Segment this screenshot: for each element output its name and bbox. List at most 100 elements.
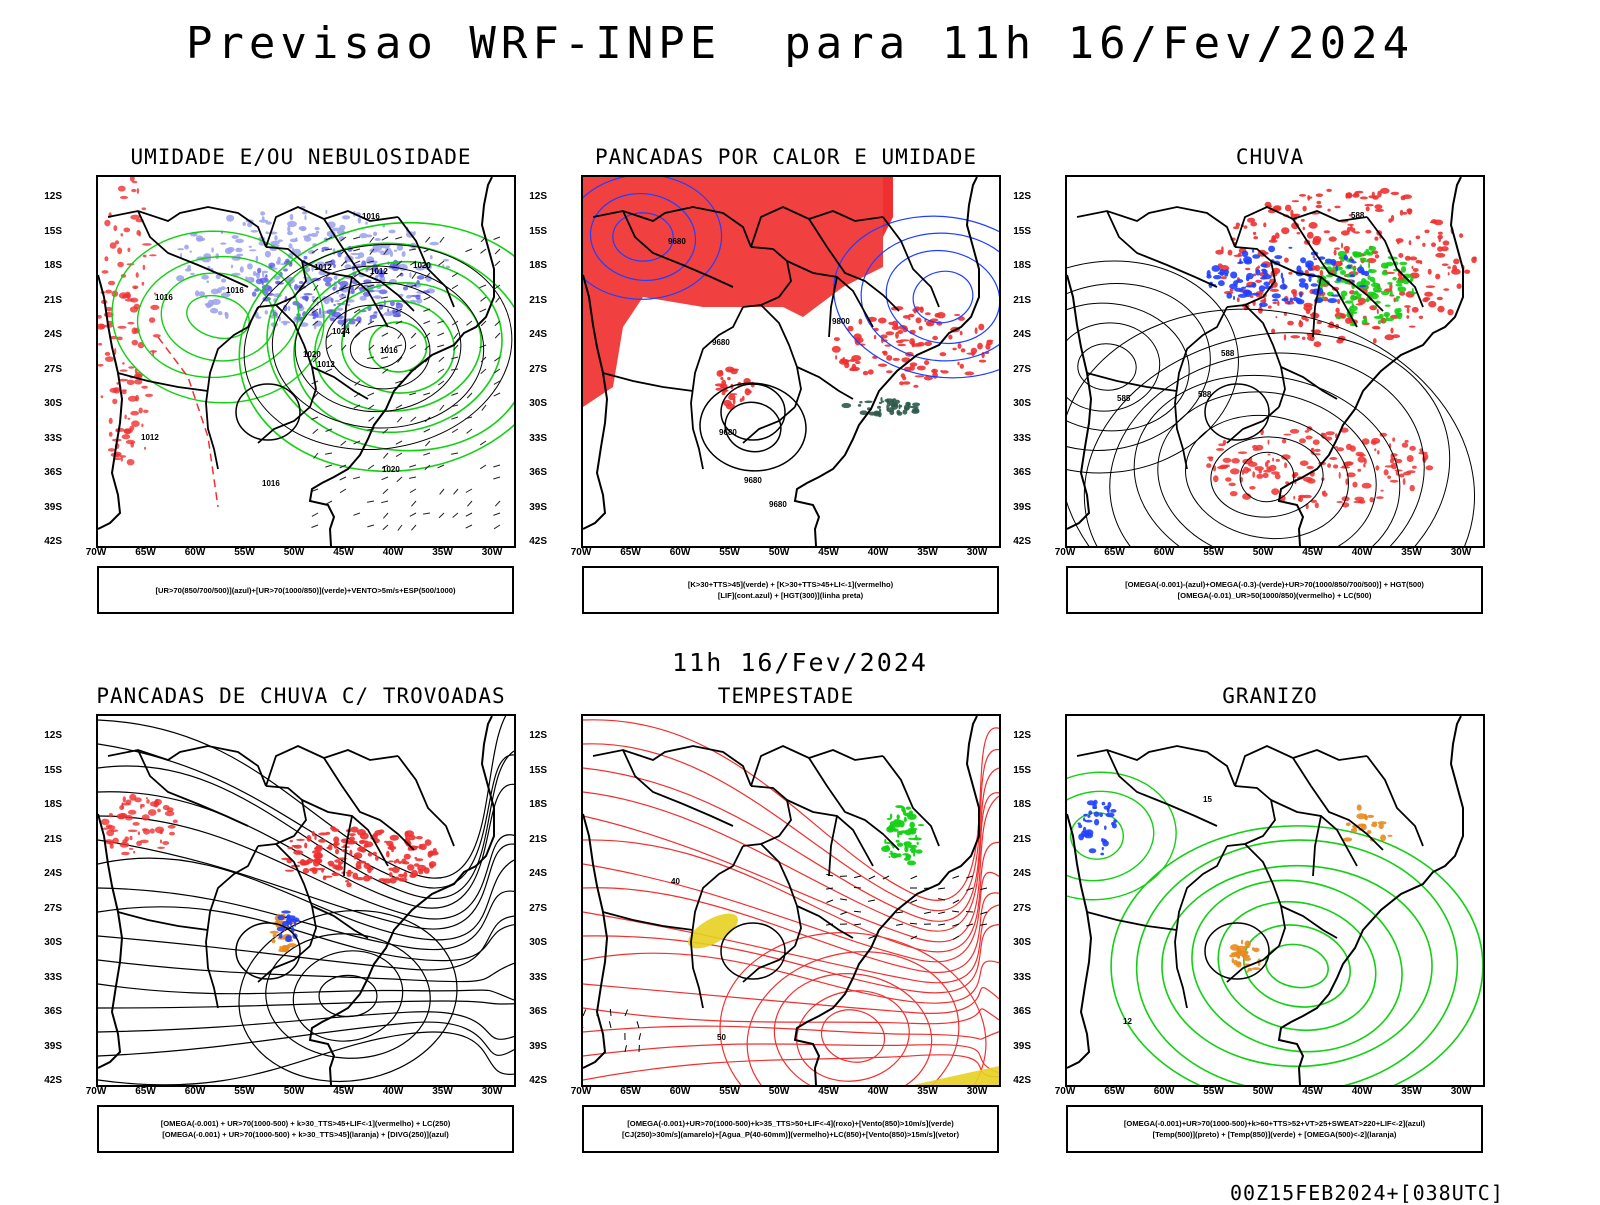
rain-red-field (1299, 320, 1301, 324)
humidity-light-field (265, 310, 268, 314)
rain-green-field (1384, 320, 1386, 323)
rain-blue-field (1233, 280, 1238, 286)
rain-red-field (1365, 230, 1371, 234)
rain-green-field (1371, 292, 1373, 297)
contour-label: 40 (671, 877, 680, 886)
wind-vector (438, 381, 444, 385)
rain-red-field (1368, 195, 1376, 198)
streamline (98, 907, 514, 961)
rain-red-field (1238, 451, 1247, 454)
latitude-label: 15S (1005, 765, 1031, 776)
storm-red-area (349, 833, 356, 836)
latitude-label: 21S (36, 295, 62, 306)
rain-red-field (1424, 230, 1429, 234)
temp850-green-contour (1175, 860, 1420, 1072)
rain-red-field (1277, 301, 1279, 306)
rain-blue-field (1272, 293, 1281, 298)
lagoon-region (1205, 384, 1269, 440)
humidity-light-field (251, 230, 259, 233)
legend-line: [UR>70(850/700/500)](azul)+[UR>70(1000/8… (156, 585, 456, 596)
rain-red-field (1336, 501, 1343, 503)
storm-red-area (285, 870, 294, 872)
omega-orange-area (1246, 971, 1249, 973)
rain-red-field (1272, 236, 1275, 241)
latitude-label: 36S (1005, 467, 1031, 478)
convection-red-area (834, 337, 840, 341)
wind-vector (466, 513, 472, 516)
rain-red-field (1360, 196, 1368, 199)
thickness-red-marks (150, 305, 159, 310)
thickness-red-marks (149, 254, 157, 256)
lc850-streamline (583, 864, 999, 962)
storm-red-area (346, 882, 351, 887)
coastline (583, 716, 979, 1085)
humidity-light-field (251, 278, 254, 283)
divergence-blue-area (278, 915, 285, 920)
convection-red-area (924, 360, 929, 365)
longitude-label: 50W (284, 547, 305, 558)
rain-blue-field (1325, 259, 1333, 264)
wind-vector (494, 525, 500, 529)
rain-blue-field (1259, 303, 1262, 308)
humidity-light-field (220, 242, 226, 244)
storm-red-area (390, 877, 397, 884)
contour-label: 9680 (719, 428, 737, 437)
wind-vector (381, 357, 388, 359)
rain-blue-field (1206, 274, 1211, 278)
omega-orange-area (1356, 813, 1366, 819)
rain-blue-field (1308, 267, 1313, 271)
rain-red-field (1354, 497, 1364, 502)
lc850-streamline (583, 984, 999, 1013)
thickness-red-marks (142, 243, 152, 246)
omega-orange-area (1229, 954, 1236, 957)
rain-blue-field (1314, 258, 1318, 260)
rain-red-field (1412, 307, 1419, 313)
omega-orange-area (1379, 823, 1384, 829)
wind-vector (494, 237, 501, 240)
wind850-green-area (909, 822, 915, 829)
wind-vector (369, 417, 375, 421)
rain-blue-field (1347, 264, 1352, 268)
rain-red-field (1428, 269, 1432, 275)
thickness-red-marks (150, 350, 157, 353)
storm-red-area (356, 865, 362, 869)
humidity-dark-field (319, 308, 322, 315)
wind-vector (312, 513, 318, 516)
storm-red-area (300, 863, 307, 866)
country-border (1235, 207, 1367, 247)
lc850-streamline (583, 840, 999, 952)
rain-blue-field (1252, 249, 1254, 253)
rain-red-field (1426, 465, 1434, 470)
latitude-label: 42S (36, 536, 62, 547)
country-border (743, 407, 795, 443)
rain-red-field (1374, 448, 1376, 451)
storm-red-area (112, 838, 119, 844)
rain-red-field (1375, 254, 1380, 258)
wind-vector (341, 441, 346, 446)
k-index-green-area (895, 400, 900, 404)
storm-red-area (128, 810, 136, 815)
longitude-label: 45W (818, 1086, 839, 1097)
thickness-red-marks (105, 290, 112, 294)
divergence-blue-area (287, 926, 290, 928)
country-border (751, 746, 883, 786)
humidity-light-field (281, 321, 291, 324)
rain-red-field (1263, 473, 1269, 478)
rain-green-field (1340, 270, 1346, 275)
rain-red-field (1307, 196, 1312, 198)
thickness-red-marks (141, 424, 143, 428)
rain-red-field (1447, 266, 1451, 269)
humidity-light-field (218, 311, 223, 315)
storm-red-area (150, 828, 155, 833)
rain-green-field (1401, 266, 1406, 273)
hail-blue-area (1089, 848, 1097, 853)
wind-vector (353, 477, 360, 479)
k-index-green-area (886, 404, 889, 410)
humidity-light-field (278, 239, 283, 242)
contour-label: 1020 (303, 350, 321, 359)
rain-red-field (1434, 220, 1443, 226)
contour-label: 1016 (155, 293, 173, 302)
wind-vector (326, 345, 332, 349)
wind-vector (938, 888, 945, 889)
rain-red-field (1283, 434, 1291, 436)
